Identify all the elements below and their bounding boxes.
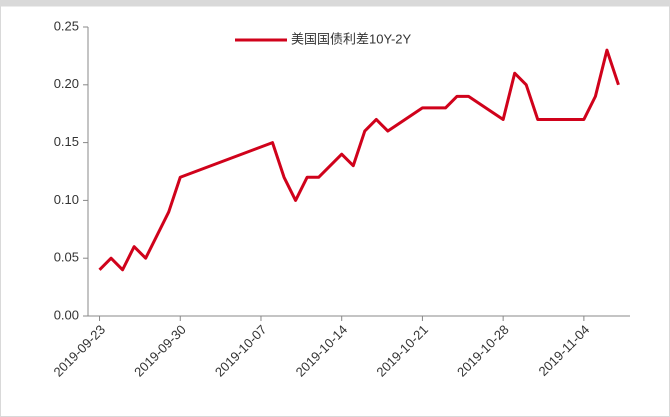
y-tick-label: 0.05 [54, 250, 79, 265]
y-tick-label: 0.10 [54, 192, 79, 207]
y-tick-label: 0.15 [54, 134, 79, 149]
legend-label: 美国国债利差10Y-2Y [291, 31, 411, 46]
top-band [0, 0, 670, 6]
line [98, 48, 620, 272]
y-tick-label: 0.25 [54, 18, 79, 33]
y-tick-label: 0.00 [54, 307, 79, 322]
y-tick-label: 0.20 [54, 76, 79, 91]
